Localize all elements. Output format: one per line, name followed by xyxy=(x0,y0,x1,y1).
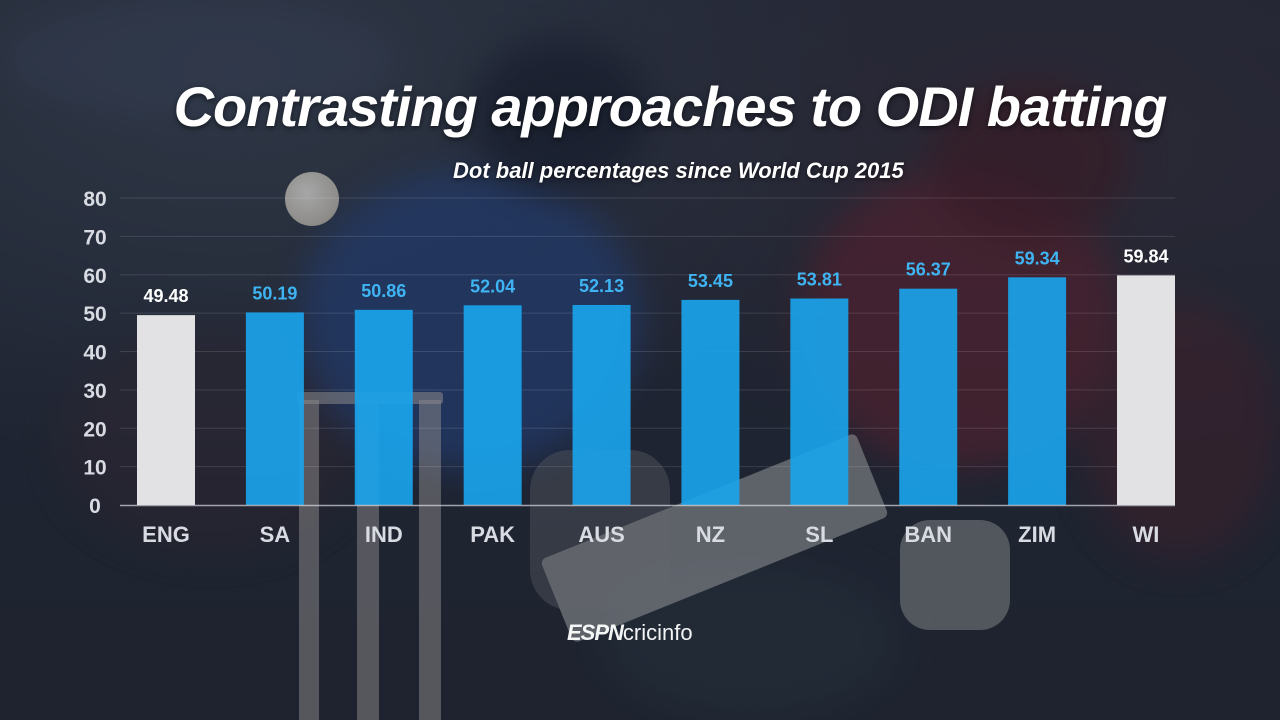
y-tick-label: 10 xyxy=(83,457,106,480)
x-tick-label-sa: SA xyxy=(260,522,291,547)
bar-sl xyxy=(790,298,849,505)
value-label-wi: 59.84 xyxy=(1123,246,1168,266)
x-tick-label-nz: NZ xyxy=(696,522,725,547)
y-tick-label: 80 xyxy=(83,188,106,211)
value-label-zim: 59.34 xyxy=(1015,248,1060,268)
bars xyxy=(137,275,1175,505)
y-tick-label: 0 xyxy=(89,495,101,518)
x-tick-label-ind: IND xyxy=(365,522,403,547)
glove-graphic xyxy=(900,520,1010,630)
chart-subtitle: Dot ball percentages since World Cup 201… xyxy=(453,158,904,183)
value-label-pak: 52.04 xyxy=(470,276,515,296)
x-tick-label-zim: ZIM xyxy=(1018,522,1056,547)
x-tick-label-sl: SL xyxy=(805,522,833,547)
y-tick-label: 30 xyxy=(83,380,106,403)
y-axis-tick-labels: 0 10 20 30 40 50 60 70 80 xyxy=(83,188,106,518)
bar-ban xyxy=(899,288,958,505)
cricket-ball-icon xyxy=(285,172,339,226)
bar-pak xyxy=(463,305,522,505)
x-tick-label-wi: WI xyxy=(1133,522,1160,547)
bar-eng xyxy=(137,315,195,505)
bar-sa xyxy=(245,312,304,505)
x-tick-label-pak: PAK xyxy=(470,522,515,547)
bar-wi xyxy=(1117,275,1175,505)
logo-site: cricinfo xyxy=(622,620,693,645)
value-label-sa: 50.19 xyxy=(252,283,297,303)
value-label-ind: 50.86 xyxy=(361,281,406,301)
x-tick-label-eng: ENG xyxy=(142,522,190,547)
bar-ind xyxy=(354,309,413,505)
logo-brand: ESPN xyxy=(567,620,624,645)
y-tick-label: 20 xyxy=(83,418,106,441)
value-label-aus: 52.13 xyxy=(579,276,624,296)
bar-nz xyxy=(681,299,740,505)
value-label-nz: 53.45 xyxy=(688,271,733,291)
x-tick-label-aus: AUS xyxy=(578,522,624,547)
x-axis-tick-labels: ENG SA IND PAK AUS NZ SL BAN ZIM WI xyxy=(142,522,1159,547)
y-tick-label: 40 xyxy=(83,342,106,365)
x-tick-label-ban: BAN xyxy=(904,522,952,547)
value-label-eng: 49.48 xyxy=(143,286,188,306)
y-tick-label: 60 xyxy=(83,265,106,288)
bar-aus xyxy=(572,304,631,505)
chart-title: Contrasting approaches to ODI batting xyxy=(173,75,1168,138)
value-labels: 49.48 50.19 50.86 52.04 52.13 53.45 53.81 56.37… xyxy=(143,246,1168,306)
espncricinfo-logo: ESPNcricinfo xyxy=(567,620,693,646)
value-label-sl: 53.81 xyxy=(797,270,842,290)
y-tick-label: 50 xyxy=(83,303,106,326)
bar-zim xyxy=(1008,277,1067,505)
y-tick-label: 70 xyxy=(83,226,106,249)
value-label-ban: 56.37 xyxy=(906,260,951,280)
